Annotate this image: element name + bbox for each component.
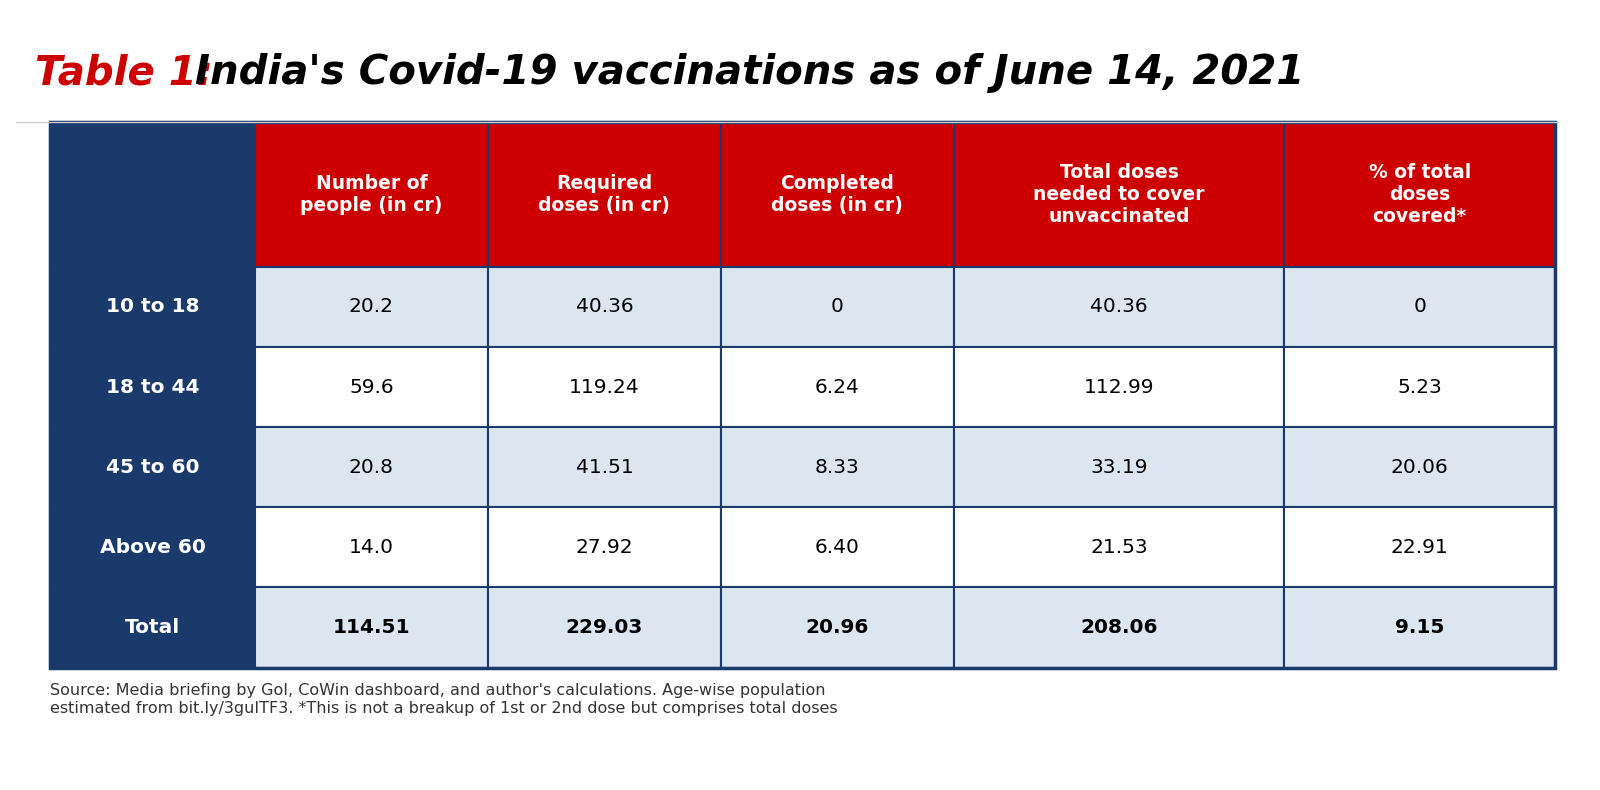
FancyBboxPatch shape bbox=[722, 588, 954, 668]
FancyBboxPatch shape bbox=[488, 122, 722, 267]
FancyBboxPatch shape bbox=[1285, 588, 1555, 668]
FancyBboxPatch shape bbox=[954, 588, 1285, 668]
Text: Above 60: Above 60 bbox=[99, 538, 206, 557]
FancyBboxPatch shape bbox=[50, 588, 254, 668]
FancyBboxPatch shape bbox=[1285, 267, 1555, 347]
Text: 14.0: 14.0 bbox=[349, 538, 394, 557]
Text: 6.24: 6.24 bbox=[814, 378, 859, 397]
FancyBboxPatch shape bbox=[488, 267, 722, 347]
Text: 45 to 60: 45 to 60 bbox=[106, 457, 200, 476]
Text: 18 to 44: 18 to 44 bbox=[106, 378, 200, 397]
Text: 114.51: 114.51 bbox=[333, 618, 410, 637]
FancyBboxPatch shape bbox=[254, 347, 488, 427]
FancyBboxPatch shape bbox=[16, 24, 1558, 122]
FancyBboxPatch shape bbox=[50, 347, 254, 427]
FancyBboxPatch shape bbox=[488, 507, 722, 588]
Text: 112.99: 112.99 bbox=[1083, 378, 1154, 397]
Text: Total doses
needed to cover
unvaccinated: Total doses needed to cover unvaccinated bbox=[1034, 164, 1205, 226]
FancyBboxPatch shape bbox=[1285, 507, 1555, 588]
FancyBboxPatch shape bbox=[254, 588, 488, 668]
Text: 40.36: 40.36 bbox=[576, 298, 634, 317]
Text: 119.24: 119.24 bbox=[570, 378, 640, 397]
Text: 20.96: 20.96 bbox=[806, 618, 869, 637]
Text: 41.51: 41.51 bbox=[576, 457, 634, 476]
Text: Required
doses (in cr): Required doses (in cr) bbox=[539, 174, 670, 215]
FancyBboxPatch shape bbox=[254, 507, 488, 588]
FancyBboxPatch shape bbox=[954, 427, 1285, 507]
Text: Total: Total bbox=[125, 618, 181, 637]
FancyBboxPatch shape bbox=[488, 347, 722, 427]
Text: 5.23: 5.23 bbox=[1397, 378, 1442, 397]
Text: 20.2: 20.2 bbox=[349, 298, 394, 317]
FancyBboxPatch shape bbox=[1285, 122, 1555, 267]
FancyBboxPatch shape bbox=[50, 122, 254, 267]
FancyBboxPatch shape bbox=[254, 427, 488, 507]
FancyBboxPatch shape bbox=[954, 347, 1285, 427]
FancyBboxPatch shape bbox=[722, 427, 954, 507]
Text: 33.19: 33.19 bbox=[1090, 457, 1147, 476]
Text: Table 1:: Table 1: bbox=[35, 53, 213, 93]
Text: 9.15: 9.15 bbox=[1395, 618, 1445, 637]
Text: 6.40: 6.40 bbox=[814, 538, 859, 557]
Text: 0: 0 bbox=[830, 298, 843, 317]
Text: 10 to 18: 10 to 18 bbox=[106, 298, 200, 317]
Text: 20.8: 20.8 bbox=[349, 457, 394, 476]
FancyBboxPatch shape bbox=[954, 267, 1285, 347]
FancyBboxPatch shape bbox=[954, 122, 1285, 267]
FancyBboxPatch shape bbox=[254, 122, 488, 267]
Text: 27.92: 27.92 bbox=[576, 538, 634, 557]
Text: 229.03: 229.03 bbox=[566, 618, 643, 637]
Text: % of total
doses
covered*: % of total doses covered* bbox=[1368, 164, 1470, 226]
Text: Number of
people (in cr): Number of people (in cr) bbox=[301, 174, 443, 215]
FancyBboxPatch shape bbox=[50, 507, 254, 588]
FancyBboxPatch shape bbox=[1285, 347, 1555, 427]
FancyBboxPatch shape bbox=[1285, 427, 1555, 507]
Text: Source: Media briefing by GoI, CoWin dashboard, and author's calculations. Age-w: Source: Media briefing by GoI, CoWin das… bbox=[50, 683, 838, 716]
FancyBboxPatch shape bbox=[254, 267, 488, 347]
FancyBboxPatch shape bbox=[722, 267, 954, 347]
Text: 21.53: 21.53 bbox=[1090, 538, 1147, 557]
FancyBboxPatch shape bbox=[722, 122, 954, 267]
FancyBboxPatch shape bbox=[488, 427, 722, 507]
FancyBboxPatch shape bbox=[50, 267, 254, 347]
Text: 208.06: 208.06 bbox=[1080, 618, 1158, 637]
Text: Completed
doses (in cr): Completed doses (in cr) bbox=[771, 174, 904, 215]
FancyBboxPatch shape bbox=[954, 507, 1285, 588]
FancyBboxPatch shape bbox=[722, 347, 954, 427]
FancyBboxPatch shape bbox=[50, 427, 254, 507]
FancyBboxPatch shape bbox=[488, 588, 722, 668]
Text: 0: 0 bbox=[1413, 298, 1426, 317]
Text: 8.33: 8.33 bbox=[814, 457, 859, 476]
FancyBboxPatch shape bbox=[722, 507, 954, 588]
Text: 40.36: 40.36 bbox=[1090, 298, 1147, 317]
Text: 22.91: 22.91 bbox=[1390, 538, 1448, 557]
Text: 59.6: 59.6 bbox=[349, 378, 394, 397]
Text: 20.06: 20.06 bbox=[1390, 457, 1448, 476]
Text: India's Covid-19 vaccinations as of June 14, 2021: India's Covid-19 vaccinations as of June… bbox=[181, 53, 1304, 93]
